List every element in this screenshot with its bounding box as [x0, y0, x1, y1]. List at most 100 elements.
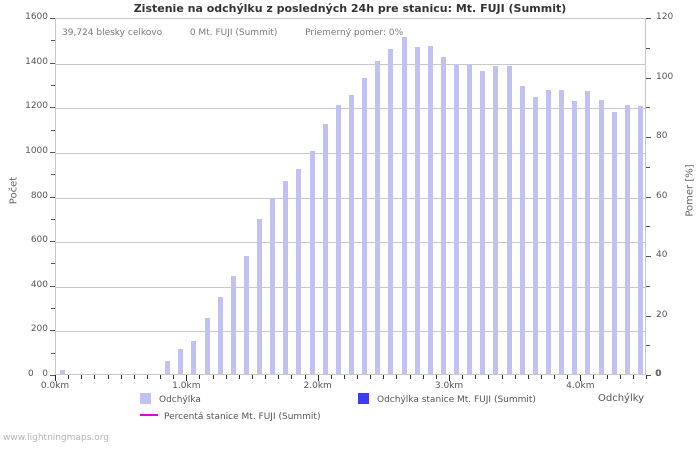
y-axis-left-tick-label: 1000	[25, 145, 48, 156]
x-axis-tick	[186, 375, 188, 381]
x-axis-minor-tick	[238, 375, 240, 379]
x-axis-minor-tick	[120, 375, 122, 379]
y-axis-left-tick	[50, 285, 55, 287]
y-axis-right-minor-tick	[646, 285, 650, 287]
legend-item-odchylka[interactable]: Odchýlka	[140, 393, 201, 405]
y-axis-right-minor-tick	[646, 166, 650, 168]
bar	[454, 64, 460, 374]
x-axis-minor-tick	[81, 375, 83, 379]
legend-label: Odchýlka	[159, 395, 201, 405]
x-axis-minor-tick	[199, 375, 201, 379]
bar	[388, 49, 394, 374]
y-axis-left-tick	[50, 241, 55, 243]
x-axis-minor-tick	[173, 375, 175, 379]
y-axis-right-tick-label: 20	[656, 309, 668, 320]
x-axis-minor-tick	[646, 375, 647, 379]
y-axis-right-minor-tick	[646, 47, 650, 49]
bar	[375, 60, 381, 374]
x-axis-minor-tick	[540, 375, 542, 379]
x-axis-minor-tick	[567, 375, 569, 379]
legend-item-percenta-stanice[interactable]: Percentá stanice Mt. FUJI (Summit)	[140, 412, 320, 422]
bar	[585, 90, 591, 374]
y-axis-left-tick	[50, 18, 55, 19]
y-axis-left-tick-label: 1400	[25, 56, 48, 67]
y-axis-right-tick-label: 100	[656, 71, 674, 82]
y-axis-right-tick-label: 80	[656, 131, 668, 141]
y-axis-left-minor-tick	[51, 129, 55, 131]
y-axis-right-tick	[646, 315, 651, 317]
y-axis-left-minor-tick	[51, 174, 55, 176]
x-axis-minor-tick	[212, 375, 214, 379]
bar	[257, 218, 263, 374]
y-axis-right-tick-label: 0	[656, 369, 662, 379]
y-axis-right-tick	[646, 77, 651, 79]
x-axis-minor-tick	[107, 375, 109, 379]
x-axis-minor-tick	[462, 375, 464, 379]
x-axis-minor-tick	[514, 375, 516, 379]
x-axis-tick-label: 1.0km	[172, 381, 201, 391]
x-axis-tick-label: 2.0km	[303, 381, 332, 391]
stats-annotation: 39,724 blesky celkovo 0 Mt. FUJI (Summit…	[62, 28, 403, 38]
gridline	[56, 63, 645, 65]
bar	[624, 105, 630, 374]
bar	[191, 340, 197, 374]
legend-label: Odchýlka stanice Mt. FUJI (Summit)	[377, 395, 536, 405]
bar	[243, 255, 249, 374]
y-axis-left-tick-label: 800	[30, 190, 48, 201]
x-axis-tick-label: 0.0km	[40, 381, 70, 391]
y-axis-left-zero-label: 0	[28, 369, 34, 379]
x-axis-minor-tick	[94, 375, 96, 379]
y-axis-left-tick	[50, 62, 55, 64]
y-axis-left-tick-label: 1200	[25, 101, 48, 112]
y-axis-right-minor-tick	[646, 107, 650, 109]
bar	[322, 124, 328, 374]
bar	[559, 89, 565, 374]
y-axis-right-zero-label: 0	[655, 369, 661, 379]
bar	[572, 100, 578, 374]
bar	[427, 46, 433, 374]
x-axis-minor-tick	[475, 375, 477, 379]
bar	[165, 360, 171, 374]
legend-item-odchylka-stanice[interactable]: Odchýlka stanice Mt. FUJI (Summit)	[358, 393, 536, 405]
bar	[349, 95, 354, 374]
x-axis-minor-tick	[68, 375, 70, 379]
bar	[467, 64, 473, 374]
bar	[414, 47, 420, 374]
x-axis-minor-tick	[278, 375, 280, 379]
x-axis-minor-tick	[265, 375, 267, 379]
bar	[493, 66, 499, 374]
x-axis-minor-tick	[606, 375, 608, 379]
legend-swatch-icon	[358, 393, 369, 404]
x-axis-minor-tick	[488, 375, 490, 379]
bar	[60, 369, 66, 374]
y-axis-left-tick	[50, 375, 55, 376]
y-axis-right-minor-tick	[646, 226, 650, 228]
bar	[598, 99, 604, 374]
x-axis-minor-tick	[619, 375, 621, 379]
watermark: www.lightningmaps.org	[3, 433, 109, 443]
y-axis-left-minor-tick	[51, 352, 55, 354]
y-axis-left-tick	[50, 107, 55, 109]
x-axis-tick	[580, 375, 582, 381]
bar	[178, 349, 184, 374]
x-axis-tick	[449, 375, 450, 381]
y-axis-left-minor-tick	[51, 218, 55, 220]
x-axis-minor-tick	[133, 375, 135, 379]
x-axis-minor-tick	[383, 375, 385, 379]
x-axis-minor-tick	[593, 375, 595, 379]
x-axis-minor-tick	[396, 375, 398, 379]
stat-total: 39,724 blesky celkovo	[62, 28, 163, 38]
y-axis-left-title: Počet	[8, 176, 20, 205]
x-axis-minor-tick	[632, 375, 634, 379]
bar	[480, 70, 486, 374]
bar	[204, 318, 210, 374]
x-axis-minor-tick	[252, 375, 253, 379]
y-axis-left-minor-tick	[51, 308, 55, 310]
y-axis-left-tick-label: 1600	[25, 12, 48, 22]
bar	[362, 78, 368, 374]
x-axis-tick-label: 4.0km	[566, 381, 595, 391]
page-title: Zistenie na odchýlku z posledných 24h pr…	[133, 2, 567, 15]
y-axis-right-tick-label: 40	[656, 250, 668, 260]
y-axis-left-minor-tick	[51, 263, 55, 265]
